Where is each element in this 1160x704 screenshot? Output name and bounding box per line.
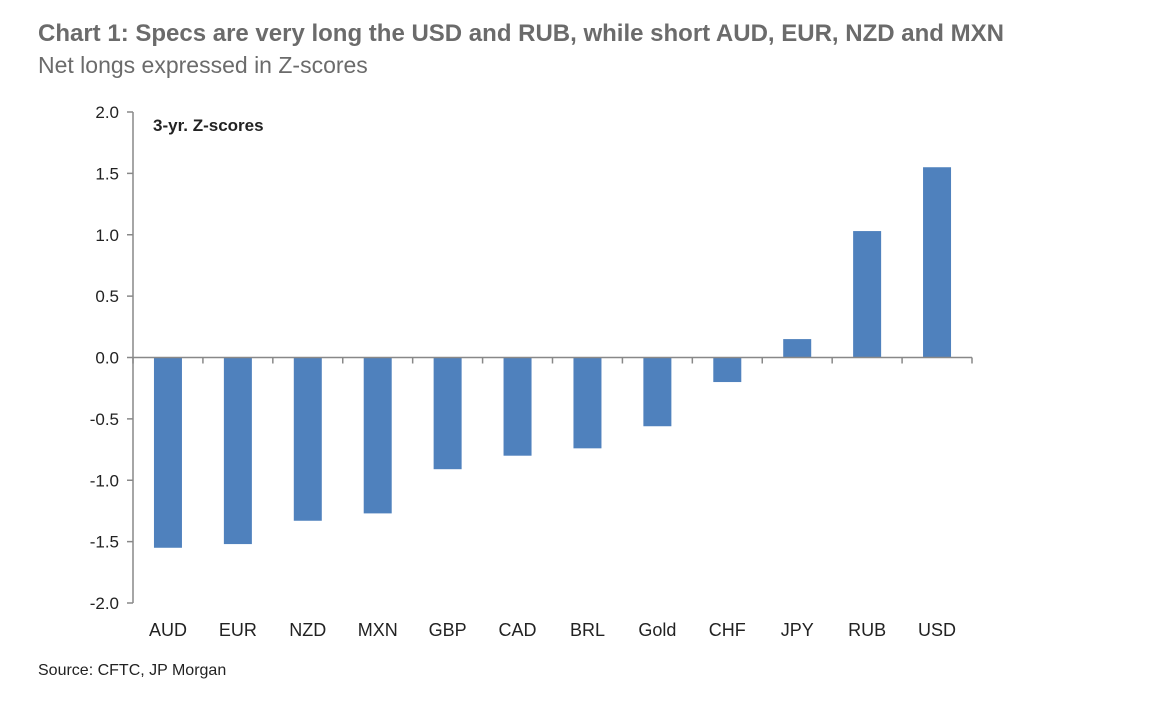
- chart-title: Chart 1: Specs are very long the USD and…: [38, 20, 1004, 47]
- y-tick-label: -2.0: [90, 594, 119, 613]
- bar-brl: [573, 357, 602, 449]
- y-tick-label: 2.0: [95, 103, 119, 122]
- y-tick-label: -1.5: [90, 533, 119, 552]
- x-tick-label: JPY: [781, 620, 814, 640]
- chart-subtitle: Net longs expressed in Z-scores: [38, 52, 368, 78]
- x-tick-label: MXN: [358, 620, 398, 640]
- x-axis: AUD EUR NZD MXN GBP CAD BRL Gold CHF JPY RUB USD: [132, 356, 973, 640]
- x-tick-label: NZD: [289, 620, 326, 640]
- x-tick-label: CAD: [499, 620, 537, 640]
- y-axis: 2.0 1.5 1.0 0.5 0.0 -0.5 -1.0 -1.5 -2.0: [90, 103, 134, 613]
- chart-annotation: 3-yr. Z-scores: [153, 116, 264, 135]
- bar-usd: [923, 167, 952, 358]
- bar-gold: [643, 357, 672, 427]
- x-tick-label: EUR: [219, 620, 257, 640]
- y-tick-label: 1.5: [95, 164, 119, 183]
- bar-jpy: [783, 339, 812, 358]
- y-tick-label: -0.5: [90, 410, 119, 429]
- y-tick-label: 0.5: [95, 287, 119, 306]
- x-tick-label: BRL: [570, 620, 605, 640]
- source-note: Source: CFTC, JP Morgan: [38, 662, 227, 679]
- x-tick-label: USD: [918, 620, 956, 640]
- x-tick-label: CHF: [709, 620, 746, 640]
- x-tick-label: RUB: [848, 620, 886, 640]
- x-tick-label: GBP: [429, 620, 467, 640]
- bar-mxn: [363, 357, 392, 514]
- y-tick-label: 1.0: [95, 226, 119, 245]
- y-tick-label: 0.0: [95, 349, 119, 368]
- bar-aud: [153, 357, 182, 548]
- bar-eur: [223, 357, 252, 545]
- bar-chf: [713, 357, 742, 383]
- bar-cad: [503, 357, 532, 456]
- x-tick-label: AUD: [149, 620, 187, 640]
- bars: [153, 167, 952, 548]
- bar-nzd: [293, 357, 322, 521]
- y-tick-label: -1.0: [90, 471, 119, 490]
- bar-rub: [853, 231, 882, 358]
- x-tick-label: Gold: [638, 620, 676, 640]
- bar-gbp: [433, 357, 462, 470]
